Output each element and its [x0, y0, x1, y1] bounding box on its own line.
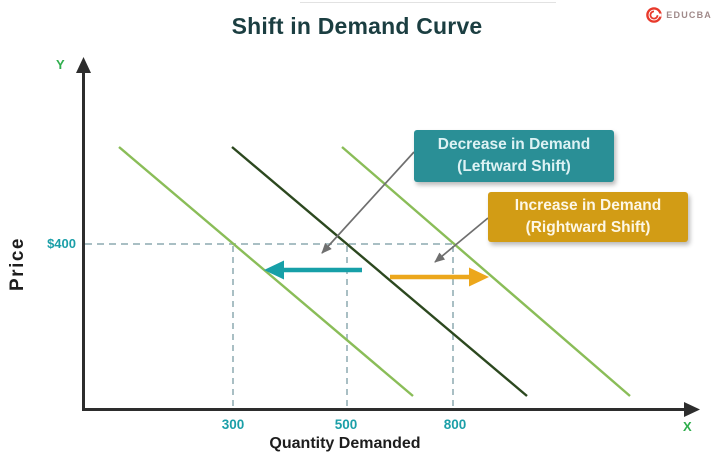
educba-logo: EDUCBA — [645, 6, 712, 24]
increase-callout-line2: (Rightward Shift) — [525, 219, 651, 236]
page-title: Shift in Demand Curve — [231, 13, 483, 39]
educba-e-icon — [646, 7, 663, 23]
x-axis-title: Quantity Demanded — [269, 435, 421, 452]
x-tick-500: 500 — [334, 417, 358, 432]
decrease-callout-line2: (Leftward Shift) — [457, 158, 571, 175]
demand-curve-original — [231, 146, 528, 397]
top-edge-artifact — [300, 2, 556, 3]
demand-curve-leftward-shifted — [118, 146, 414, 397]
leftward-shift-arrow-icon — [264, 260, 362, 280]
x-tick-800: 800 — [443, 417, 467, 432]
increase-callout-pointer — [434, 217, 489, 263]
rightward-shift-arrow-icon — [390, 267, 489, 287]
decrease-callout-pointer — [321, 151, 415, 254]
increase-in-demand-callout: Increase in Demand (Rightward Shift) — [488, 192, 688, 242]
y-axis-title: Price — [7, 237, 28, 291]
x-tick-300: 300 — [221, 417, 245, 432]
x-axis-arrowhead-icon — [684, 402, 700, 417]
educba-logo-text: EDUCBA — [666, 10, 712, 20]
decrease-in-demand-callout: Decrease in Demand (Leftward Shift) — [414, 130, 614, 182]
demand-curve-rightward-shifted — [341, 146, 631, 397]
y-axis-symbol: Y — [56, 57, 65, 72]
y-axis-arrowhead-icon — [76, 57, 91, 73]
increase-callout-line1: Increase in Demand — [514, 197, 662, 214]
x-axis-symbol: X — [683, 419, 692, 434]
decrease-callout-line1: Decrease in Demand — [437, 136, 591, 153]
price-400-label: $400 — [47, 236, 76, 251]
